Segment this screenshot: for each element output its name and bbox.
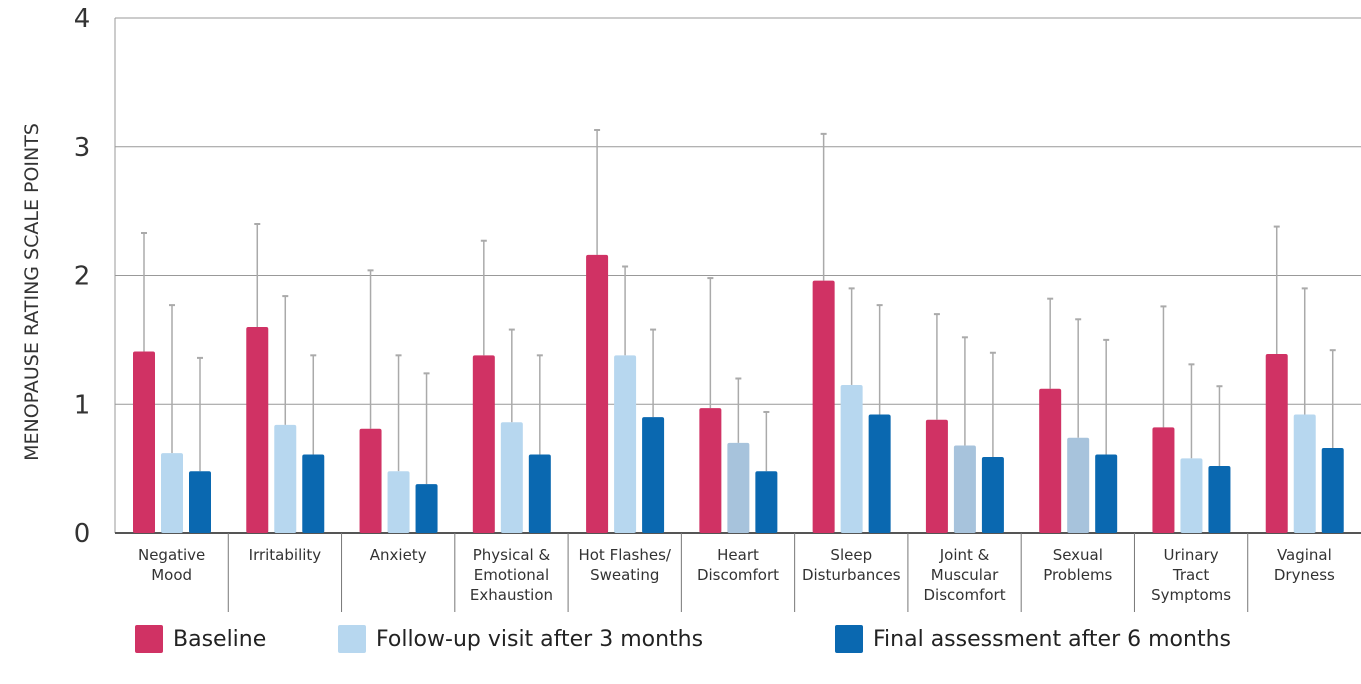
bar xyxy=(302,454,325,533)
x-category-label: Emotional xyxy=(474,566,549,584)
x-category-label: Anxiety xyxy=(370,546,427,564)
bar xyxy=(161,453,183,533)
x-category-label: Exhaustion xyxy=(470,586,553,604)
y-tick-label: 1 xyxy=(74,390,91,420)
bar xyxy=(1208,466,1231,533)
x-category-label: Discomfort xyxy=(697,566,779,584)
bar xyxy=(133,351,155,533)
bar xyxy=(727,442,750,533)
y-tick-label: 4 xyxy=(74,4,91,34)
x-category-label: Mood xyxy=(151,566,192,584)
legend-label-followup: Follow-up visit after 3 months xyxy=(376,626,704,652)
legend-swatch-final xyxy=(835,625,863,653)
bar xyxy=(1293,414,1316,533)
x-category-label: Dryness xyxy=(1274,566,1335,584)
y-tick-label: 3 xyxy=(74,133,91,163)
bar xyxy=(472,355,495,533)
bar xyxy=(868,414,891,533)
bar xyxy=(699,408,722,533)
bar xyxy=(1067,437,1090,533)
x-category-label: Physical & xyxy=(473,546,551,564)
x-category-label: Disturbances xyxy=(802,566,901,584)
bar xyxy=(500,422,523,533)
x-category-label: Hot Flashes/ xyxy=(578,546,671,564)
legend-swatch-followup xyxy=(338,625,366,653)
x-category-label: Discomfort xyxy=(924,586,1006,604)
x-category-labels: Negative Mood Irritability Anxiety Physical … xyxy=(138,533,1335,612)
legend-item-followup: Follow-up visit after 3 months xyxy=(338,625,703,653)
bar xyxy=(1152,427,1175,533)
x-category-label: Muscular xyxy=(931,566,999,584)
legend-item-final: Final assessment after 6 months xyxy=(835,625,1231,653)
x-category-label: Sweating xyxy=(590,566,659,584)
x-category-label: Negative xyxy=(138,546,205,564)
bar xyxy=(642,417,665,533)
bar xyxy=(953,445,976,533)
x-category-label: Vaginal xyxy=(1277,546,1332,564)
legend: Baseline Follow-up visit after 3 months … xyxy=(0,625,1361,675)
x-category-label: Irritability xyxy=(249,546,322,564)
bar xyxy=(840,384,863,533)
x-category-label: Sexual xyxy=(1053,546,1103,564)
bar xyxy=(274,424,297,533)
x-category-label: Urinary xyxy=(1164,546,1219,564)
bars-layer xyxy=(133,129,1344,533)
legend-label-final: Final assessment after 6 months xyxy=(873,626,1231,652)
x-category-label: Joint & xyxy=(939,546,990,564)
bar xyxy=(1180,458,1203,533)
y-tick-label: 2 xyxy=(74,262,91,292)
y-tick-label: 0 xyxy=(74,519,91,549)
legend-label-baseline: Baseline xyxy=(173,626,267,652)
bar xyxy=(614,355,637,533)
x-category-label: Problems xyxy=(1043,566,1112,584)
bar xyxy=(1039,388,1062,533)
bar xyxy=(1265,354,1288,533)
bar xyxy=(246,327,269,533)
bar xyxy=(359,428,382,533)
bar xyxy=(812,280,835,533)
bar xyxy=(528,454,551,533)
bar xyxy=(1095,454,1118,533)
x-category-label: Symptoms xyxy=(1151,586,1231,604)
bar xyxy=(925,419,948,533)
bar xyxy=(387,471,410,533)
legend-item-baseline: Baseline xyxy=(135,625,266,653)
bar xyxy=(415,484,438,533)
x-category-label: Heart xyxy=(717,546,759,564)
x-category-label: Sleep xyxy=(830,546,872,564)
bar xyxy=(1321,448,1344,533)
x-category-label: Tract xyxy=(1172,566,1210,584)
bar-chart: MENOPAUSE RATING SCALE POINTS 0 1 2 3 4 Nega… xyxy=(21,4,1361,612)
bar xyxy=(755,471,778,533)
y-axis-label: MENOPAUSE RATING SCALE POINTS xyxy=(21,123,43,461)
bar xyxy=(586,254,609,533)
bar xyxy=(981,457,1004,533)
legend-swatch-baseline xyxy=(135,625,163,653)
bar xyxy=(189,471,211,533)
y-tick-labels: 0 1 2 3 4 xyxy=(74,4,91,549)
